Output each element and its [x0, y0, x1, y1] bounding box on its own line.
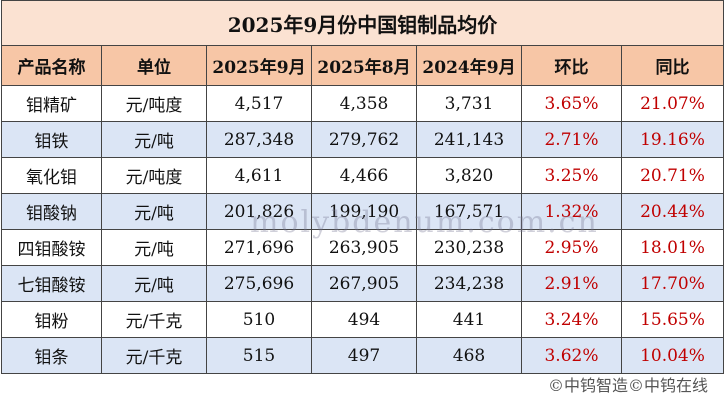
table-cell: 510 — [206, 301, 312, 338]
table-cell: 氧化钼 — [1, 157, 102, 194]
table-cell: 四钼酸铵 — [1, 229, 102, 266]
table-cell: 497 — [311, 337, 417, 374]
table-cell: 3.24% — [521, 301, 622, 338]
table-cell: 230,238 — [416, 229, 522, 266]
table-cell: 2.71% — [521, 121, 622, 158]
table-row: 四钼酸铵 元/吨 271,696 263,905 230,238 2.95% 18.01% — [1, 229, 724, 266]
table-cell: 468 — [416, 337, 522, 374]
table-cell: 10.04% — [621, 337, 724, 374]
column-header: 产品名称 — [1, 45, 102, 86]
column-header: 环比 — [521, 45, 622, 86]
table-cell: 钼粉 — [1, 301, 102, 338]
table-row: 钼条 元/千克 515 497 468 3.62% 10.04% — [1, 337, 724, 374]
table-cell: 20.44% — [621, 193, 724, 230]
column-header: 2025年8月 — [311, 45, 417, 86]
table-cell: 20.71% — [621, 157, 724, 194]
table-cell: 279,762 — [311, 121, 417, 158]
table-cell: 167,571 — [416, 193, 522, 230]
table-cell: 15.65% — [621, 301, 724, 338]
table-cell: 元/吨 — [101, 193, 207, 230]
table-cell: 七钼酸铵 — [1, 265, 102, 302]
table-body: 钼精矿 元/吨度 4,517 4,358 3,731 3.65% 21.07% 钼铁 元/吨 28… — [1, 85, 724, 374]
table-cell: 3.65% — [521, 85, 622, 122]
column-header: 2024年9月 — [416, 45, 522, 86]
table-cell: 元/吨度 — [101, 85, 207, 122]
table-cell: 元/吨 — [101, 121, 207, 158]
table-cell: 3.62% — [521, 337, 622, 374]
table-cell: 钼精矿 — [1, 85, 102, 122]
footer-watermark: ©中钨智造©中钨在线 — [547, 376, 708, 395]
table-cell: 494 — [311, 301, 417, 338]
table-cell: 钼酸钠 — [1, 193, 102, 230]
table-cell: 元/吨 — [101, 229, 207, 266]
table-cell: 271,696 — [206, 229, 312, 266]
table-cell: 21.07% — [621, 85, 724, 122]
table-cell: 287,348 — [206, 121, 312, 158]
table-cell: 201,826 — [206, 193, 312, 230]
table-cell: 4,358 — [311, 85, 417, 122]
table-row: 氧化钼 元/吨度 4,611 4,466 3,820 3.25% 20.71% — [1, 157, 724, 194]
table-title: 2025年9月份中国钼制品均价 — [1, 0, 724, 46]
table-cell: 275,696 — [206, 265, 312, 302]
table-cell: 元/吨 — [101, 265, 207, 302]
table-cell: 17.70% — [621, 265, 724, 302]
column-header: 2025年9月 — [206, 45, 312, 86]
table-cell: 3,820 — [416, 157, 522, 194]
table-cell: 18.01% — [621, 229, 724, 266]
table-cell: 钼铁 — [1, 121, 102, 158]
table-cell: 4,466 — [311, 157, 417, 194]
header-row: 产品名称 单位 2025年9月 2025年8月 2024年9月 环比 同比 — [1, 45, 724, 86]
table-cell: 元/吨度 — [101, 157, 207, 194]
table-cell: 钼条 — [1, 337, 102, 374]
table-cell: 4,517 — [206, 85, 312, 122]
table-cell: 263,905 — [311, 229, 417, 266]
table-cell: 3.25% — [521, 157, 622, 194]
table-row: 钼铁 元/吨 287,348 279,762 241,143 2.71% 19.16% — [1, 121, 724, 158]
price-table: 2025年9月份中国钼制品均价 产品名称 单位 2025年9月 2025年8月 2024… — [1, 0, 724, 374]
table-cell: 元/千克 — [101, 301, 207, 338]
column-header: 单位 — [101, 45, 207, 86]
table-cell: 267,905 — [311, 265, 417, 302]
table-cell: 241,143 — [416, 121, 522, 158]
table-cell: 441 — [416, 301, 522, 338]
table-cell: 3,731 — [416, 85, 522, 122]
table-cell: 515 — [206, 337, 312, 374]
table-cell: 2.91% — [521, 265, 622, 302]
table-row: 钼精矿 元/吨度 4,517 4,358 3,731 3.65% 21.07% — [1, 85, 724, 122]
table-cell: 19.16% — [621, 121, 724, 158]
column-header: 同比 — [621, 45, 724, 86]
table-row: 钼粉 元/千克 510 494 441 3.24% 15.65% — [1, 301, 724, 338]
table-row: 七钼酸铵 元/吨 275,696 267,905 234,238 2.91% 17.70% — [1, 265, 724, 302]
watermark: molybdenum.com.cn — [250, 205, 599, 240]
table-cell: 元/千克 — [101, 337, 207, 374]
table-cell: 234,238 — [416, 265, 522, 302]
table-cell: 4,611 — [206, 157, 312, 194]
